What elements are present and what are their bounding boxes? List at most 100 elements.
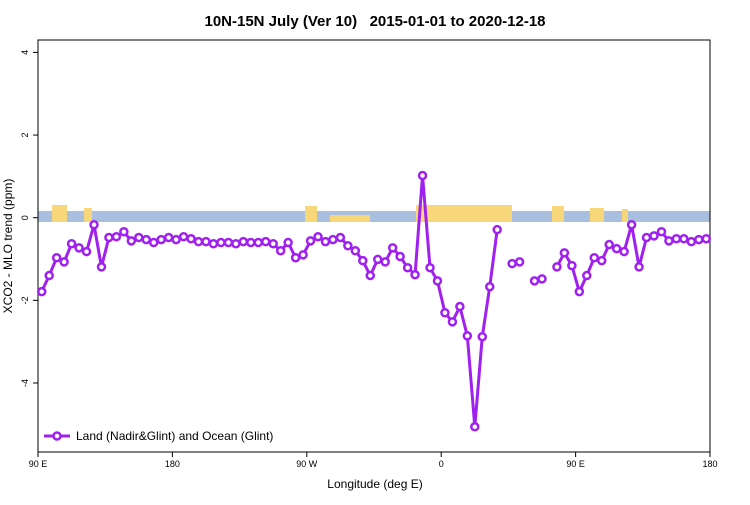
data-point: [231, 238, 241, 249]
data-point: [470, 422, 480, 432]
land-patch: [416, 205, 512, 222]
x-tick-label: 90 E: [566, 459, 585, 469]
data-point: [96, 262, 107, 272]
data-point: [335, 232, 346, 243]
data-point: [447, 317, 458, 327]
data-point: [81, 246, 92, 257]
data-point: [59, 257, 69, 267]
land-patch: [305, 206, 317, 222]
data-point: [664, 236, 674, 246]
y-tick-label: -2: [20, 296, 30, 304]
data-point: [567, 260, 577, 271]
data-point: [208, 238, 219, 249]
data-point: [260, 236, 271, 247]
data-point: [694, 234, 704, 245]
data-point: [372, 254, 383, 265]
data-point: [66, 238, 77, 249]
data-point: [679, 234, 689, 244]
data-point: [193, 236, 204, 247]
data-point: [656, 226, 667, 237]
data-point: [604, 239, 614, 250]
surface-band: [38, 205, 710, 222]
data-point: [298, 250, 308, 260]
land-patch: [622, 209, 628, 222]
data-point: [552, 262, 562, 272]
data-point: [275, 246, 286, 256]
data-point: [268, 238, 278, 249]
data-point: [358, 255, 368, 266]
y-tick-label: -4: [20, 379, 30, 387]
x-tick-label: 90 E: [29, 459, 48, 469]
data-point: [313, 231, 323, 242]
data-point: [462, 331, 473, 341]
data-point: [74, 243, 84, 253]
data-point: [537, 274, 547, 284]
data-point: [619, 246, 629, 257]
data-point: [178, 231, 189, 242]
data-point: [582, 270, 592, 281]
data-point: [507, 258, 517, 269]
data-point: [626, 219, 637, 230]
x-tick-label: 90 W: [296, 459, 318, 469]
data-point: [432, 276, 443, 286]
data-point: [89, 219, 99, 230]
data-point: [201, 236, 211, 247]
data-point: [529, 276, 540, 286]
plot-frame: [37, 39, 711, 453]
data-point: [611, 243, 622, 254]
data-point: [574, 286, 585, 297]
data-point: [671, 234, 682, 244]
land-patch: [84, 208, 92, 222]
data-point: [686, 236, 697, 247]
data-point: [380, 257, 390, 267]
land-patch: [590, 208, 604, 222]
land-patch: [552, 206, 564, 222]
data-point: [111, 231, 122, 242]
data-point: [701, 234, 712, 244]
data-point: [283, 237, 293, 248]
data-point: [216, 237, 226, 248]
data-point: [320, 236, 331, 247]
data-point: [163, 232, 174, 243]
data-point: [134, 232, 144, 243]
chart-title: 10N-15N July (Ver 10) 2015-01-01 to 2020…: [204, 13, 545, 30]
data-point: [492, 224, 502, 235]
data-point: [238, 236, 249, 247]
data-point: [559, 248, 570, 258]
data-point: [186, 234, 196, 244]
legend-marker: [52, 431, 62, 441]
x-tick-label: 180: [702, 459, 717, 469]
legend-label: Land (Nadir&Glint) and Ocean (Glint): [76, 429, 273, 443]
data-point: [589, 253, 600, 263]
data-point: [395, 251, 405, 262]
data-point: [51, 253, 62, 263]
data-point: [156, 234, 166, 245]
y-tick-label: 4: [20, 50, 30, 55]
data-point: [350, 246, 361, 256]
data-point: [141, 234, 152, 245]
data-point: [305, 236, 316, 246]
data-point: [596, 255, 607, 266]
y-axis-label: XCO2 - MLO trend (ppm): [1, 179, 15, 314]
data-point: [477, 331, 488, 342]
data-point: [417, 170, 428, 181]
x-axis-label: Longitude (deg E): [327, 477, 422, 491]
data-point: [343, 241, 353, 251]
data-point: [484, 281, 495, 292]
data-point: [223, 237, 234, 248]
data-point: [171, 234, 181, 245]
data-point: [44, 270, 54, 281]
data-point: [634, 262, 644, 272]
y-tick-label: 0: [20, 215, 30, 220]
y-tick-label: 2: [20, 133, 30, 138]
data-point: [36, 286, 47, 297]
ocean-band: [38, 211, 710, 222]
data-point: [104, 232, 114, 243]
data-point: [410, 269, 420, 280]
x-tick-label: 180: [165, 459, 180, 469]
data-point: [402, 262, 413, 273]
data-point: [440, 307, 450, 318]
data-point: [126, 236, 137, 246]
